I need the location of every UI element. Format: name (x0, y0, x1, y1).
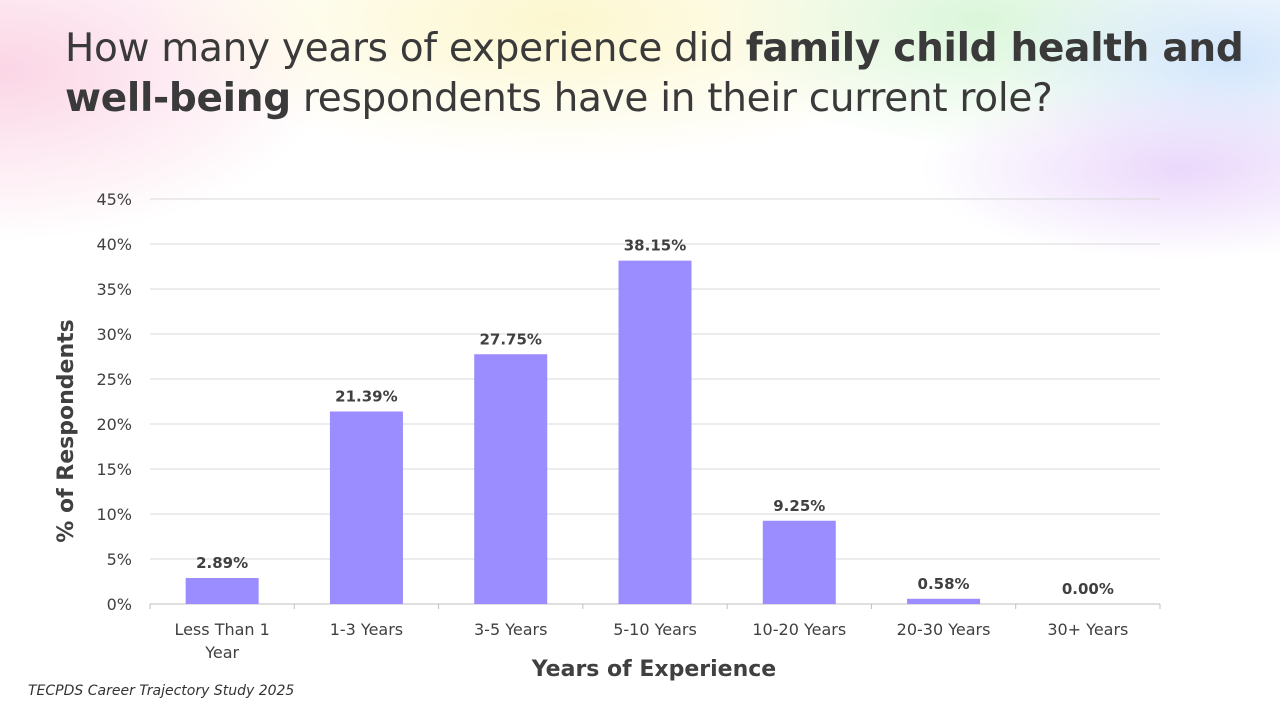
bar (907, 598, 981, 604)
x-tick-label: 20-30 Years (897, 620, 991, 639)
y-tick-label: 25% (96, 370, 132, 389)
bar (474, 354, 548, 604)
data-label: 9.25% (773, 497, 825, 515)
slide-title: How many years of experience did family … (65, 24, 1245, 124)
y-tick-label: 30% (96, 325, 132, 344)
x-tick-label: 10-20 Years (752, 620, 846, 639)
title-text-part1: How many years of experience did (65, 26, 746, 71)
x-tick-label: Less Than 1 Year (174, 620, 269, 662)
y-tick-label: 40% (96, 235, 132, 254)
x-axis-title: Years of Experience (531, 657, 776, 682)
data-label: 21.39% (335, 387, 397, 405)
y-tick-label: 15% (96, 460, 132, 479)
y-tick-label: 5% (107, 550, 132, 569)
data-label: 2.89% (196, 554, 248, 572)
data-label: 0.58% (918, 575, 970, 593)
bar (185, 577, 259, 604)
bar (329, 411, 403, 604)
x-tick-label: 3-5 Years (474, 620, 547, 639)
x-tick-label: 1-3 Years (330, 620, 403, 639)
bar (762, 520, 836, 604)
y-tick-label: 20% (96, 415, 132, 434)
x-tick-label: 30+ Years (1047, 620, 1128, 639)
y-axis-title: % of Respondents (54, 319, 79, 542)
y-tick-label: 10% (96, 505, 132, 524)
data-label: 27.75% (479, 330, 541, 348)
y-tick-label: 45% (96, 190, 132, 209)
bar (618, 260, 692, 604)
y-tick-label: 0% (107, 595, 132, 614)
title-text-bold: family child health and well-being (65, 26, 1244, 121)
y-tick-label: 35% (96, 280, 132, 299)
data-label: 0.00% (1062, 580, 1114, 598)
source-note: TECPDS Career Trajectory Study 2025 (28, 683, 295, 699)
x-tick-label: 5-10 Years (613, 620, 697, 639)
title-text-part2: respondents have in their current role? (290, 76, 1053, 121)
data-label: 38.15% (624, 237, 686, 255)
